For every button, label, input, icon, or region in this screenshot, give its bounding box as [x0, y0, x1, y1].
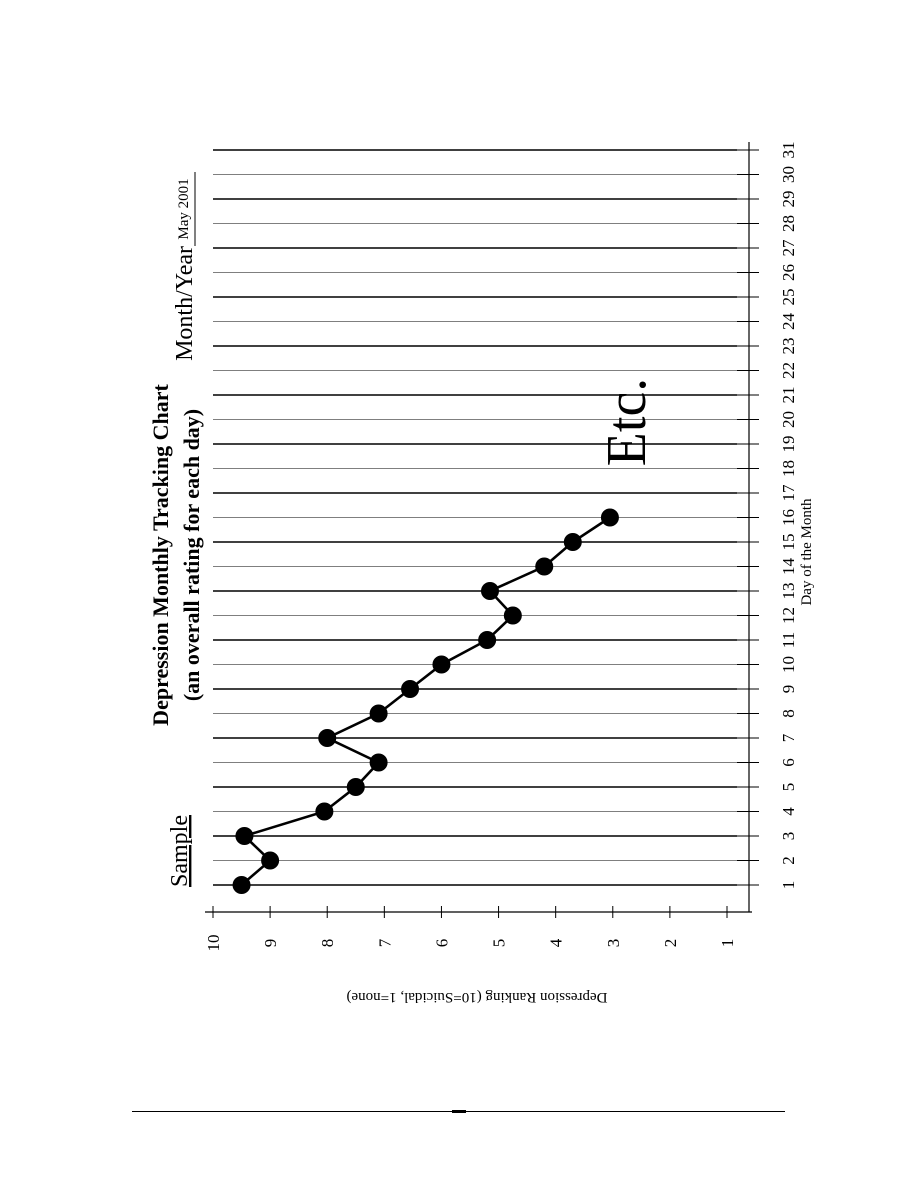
- x-tick-label-9: 9: [779, 685, 798, 694]
- y-tick-label-2: 2: [661, 939, 680, 948]
- x-tick-label-3: 3: [779, 832, 798, 841]
- data-point-day-13: [480, 582, 499, 600]
- chart-axes: [205, 142, 759, 918]
- y-tick-label-1: 1: [718, 939, 737, 948]
- chart-grid: [213, 149, 737, 886]
- x-tick-label-26: 26: [779, 264, 798, 281]
- data-point-day-16: [600, 508, 619, 527]
- x-tick-label-23: 23: [779, 338, 798, 355]
- x-tick-label-22: 22: [779, 362, 798, 379]
- x-tick-label-31: 31: [779, 142, 798, 159]
- x-tick-label-13: 13: [779, 583, 798, 600]
- data-point-day-14: [535, 557, 554, 576]
- data-point-day-12: [503, 606, 522, 625]
- x-tick-label-14: 14: [779, 558, 798, 576]
- x-tick-label-28: 28: [779, 215, 798, 232]
- x-tick-label-25: 25: [779, 289, 798, 306]
- x-tick-label-6: 6: [779, 758, 798, 767]
- series-line-0: [240, 516, 611, 886]
- x-axis-label: Day of the Month: [799, 498, 815, 606]
- data-point-day-15: [563, 533, 582, 551]
- x-tick-label-4: 4: [779, 807, 798, 816]
- x-tick-label-10: 10: [779, 656, 798, 673]
- x-tick-label-18: 18: [779, 460, 798, 477]
- x-tick-label-19: 19: [779, 436, 798, 453]
- etc-label: Etc.: [596, 378, 658, 467]
- x-tick-label-17: 17: [779, 484, 798, 502]
- x-tick-label-1: 1: [779, 881, 798, 890]
- sample-label: Sample: [167, 815, 193, 887]
- data-point-day-7: [318, 729, 337, 747]
- y-tick-label-3: 3: [604, 939, 623, 948]
- data-point-day-10: [432, 655, 451, 674]
- x-tick-label-16: 16: [779, 509, 798, 526]
- x-tick-label-24: 24: [779, 313, 798, 331]
- data-point-day-9: [401, 680, 420, 698]
- y-tick-label-4: 4: [547, 938, 566, 947]
- y-tick-label-6: 6: [432, 939, 451, 948]
- x-tick-label-27: 27: [779, 239, 798, 257]
- y-tick-label-5: 5: [490, 939, 509, 948]
- y-tick-label-10: 10: [204, 935, 223, 952]
- chart-subtitle: (an overall rating for each day): [179, 409, 204, 701]
- x-tick-label-8: 8: [779, 709, 798, 718]
- y-tick-label-9: 9: [261, 939, 280, 948]
- data-point-day-11: [478, 631, 497, 649]
- x-tick-label-7: 7: [779, 733, 798, 742]
- y-axis-label: Depression Ranking (10=Suicidal, 1=none): [346, 989, 607, 1005]
- x-tick-label-11: 11: [779, 632, 798, 648]
- x-tick-label-5: 5: [779, 783, 798, 792]
- x-tick-label-15: 15: [779, 534, 798, 551]
- month-year-value: May 2001: [176, 178, 192, 239]
- y-tick-label-7: 7: [375, 938, 394, 947]
- chart-texts: Depression Monthly Tracking Chart (an ov…: [148, 172, 815, 1005]
- x-tick-label-2: 2: [779, 856, 798, 865]
- y-tick-label-8: 8: [318, 939, 337, 948]
- data-point-day-8: [369, 704, 388, 723]
- data-point-day-3: [235, 827, 254, 845]
- data-point-day-6: [369, 753, 388, 772]
- x-tick-label-30: 30: [779, 166, 798, 183]
- data-series: [232, 508, 619, 894]
- data-point-day-1: [232, 876, 251, 894]
- data-point-day-4: [315, 802, 334, 821]
- x-tick-label-12: 12: [779, 607, 798, 624]
- page-number-mark: [452, 1110, 466, 1113]
- x-tick-label-29: 29: [779, 191, 798, 208]
- chart-title: Depression Monthly Tracking Chart: [148, 384, 173, 726]
- tick-labels: 1234567891011121314151617181920212223242…: [204, 142, 798, 952]
- data-point-day-5: [346, 778, 365, 796]
- month-year-label: Month/Year: [172, 246, 198, 361]
- data-point-day-2: [261, 851, 280, 870]
- x-tick-label-21: 21: [779, 387, 798, 404]
- x-tick-label-20: 20: [779, 411, 798, 428]
